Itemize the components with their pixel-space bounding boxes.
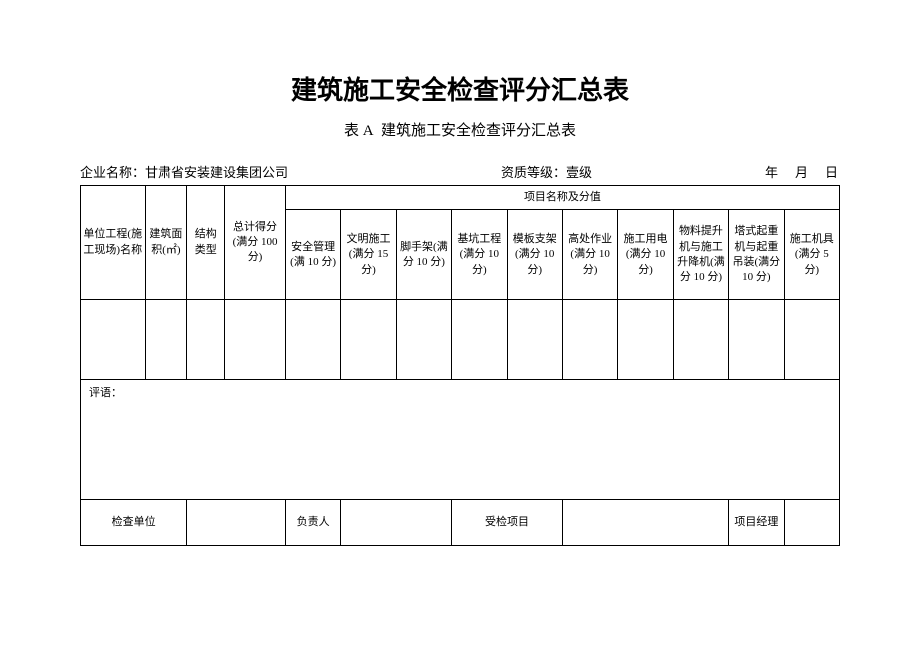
col-total-score: 总计得分(满分 100 分): [225, 186, 286, 300]
table-comment-row: 评语：: [81, 380, 840, 500]
col-scaffold: 脚手架(满分 10 分): [396, 210, 451, 300]
col-area: 建筑面积(㎡): [145, 186, 187, 300]
col-structure: 结构类型: [187, 186, 225, 300]
meta-row: 企业名称：甘肃省安装建设集团公司 资质等级：壹级 年 月 日: [80, 162, 840, 181]
table-data-row: [81, 300, 840, 380]
footer-responsible-label: 负责人: [285, 500, 340, 546]
col-electric: 施工用电(满分 10 分): [618, 210, 673, 300]
subtitle-text: 建筑施工安全检查评分汇总表: [381, 123, 576, 139]
col-civil: 文明施工(满分 15 分): [341, 210, 396, 300]
cell: [187, 300, 225, 380]
cell: [81, 300, 146, 380]
cell: [562, 300, 617, 380]
col-height: 高处作业(满分 10 分): [562, 210, 617, 300]
col-safety: 安全管理(满 10 分): [285, 210, 340, 300]
company-label: 企业名称：: [80, 165, 145, 180]
cell: [784, 300, 839, 380]
cell: [285, 300, 340, 380]
comment-cell: 评语：: [81, 380, 840, 500]
cell: [507, 300, 562, 380]
cell: [341, 300, 396, 380]
footer-check-unit-label: 检查单位: [81, 500, 187, 546]
footer-responsible-value: [341, 500, 452, 546]
company-field: 企业名称：甘肃省安装建设集团公司: [80, 162, 288, 181]
cell: [729, 300, 784, 380]
footer-inspected-label: 受检项目: [452, 500, 563, 546]
page-title: 建筑施工安全检查评分汇总表: [80, 70, 840, 107]
date-field: 年 月 日: [765, 162, 840, 181]
table-footer-row: 检查单位 负责人 受检项目 项目经理: [81, 500, 840, 546]
footer-inspected-value: [562, 500, 728, 546]
qualification-label: 资质等级：: [501, 165, 566, 180]
col-project-name: 单位工程(施工现场)名称: [81, 186, 146, 300]
qualification-value: 壹级: [566, 165, 592, 180]
subtitle-prefix: 表 A: [344, 123, 374, 139]
company-value: 甘肃省安装建设集团公司: [145, 165, 288, 180]
footer-check-unit-value: [187, 500, 286, 546]
col-foundation: 基坑工程(满分 10 分): [452, 210, 507, 300]
page-subtitle: 表 A 建筑施工安全检查评分汇总表: [80, 119, 840, 140]
table-header-group-row: 单位工程(施工现场)名称 建筑面积(㎡) 结构类型 总计得分(满分 100 分)…: [81, 186, 840, 210]
qualification-field: 资质等级：壹级: [288, 162, 765, 181]
cell: [452, 300, 507, 380]
footer-manager-label: 项目经理: [729, 500, 784, 546]
cell: [673, 300, 728, 380]
cell: [145, 300, 187, 380]
col-crane: 塔式起重机与起重吊装(满分 10 分): [729, 210, 784, 300]
cell: [225, 300, 286, 380]
cell: [396, 300, 451, 380]
cell: [618, 300, 673, 380]
summary-table: 单位工程(施工现场)名称 建筑面积(㎡) 结构类型 总计得分(满分 100 分)…: [80, 185, 840, 546]
col-group-header: 项目名称及分值: [285, 186, 839, 210]
col-tools: 施工机具(满分 5 分): [784, 210, 839, 300]
col-hoist: 物料提升机与施工升降机(满分 10 分): [673, 210, 728, 300]
col-formwork: 模板支架(满分 10 分): [507, 210, 562, 300]
footer-manager-value: [784, 500, 839, 546]
